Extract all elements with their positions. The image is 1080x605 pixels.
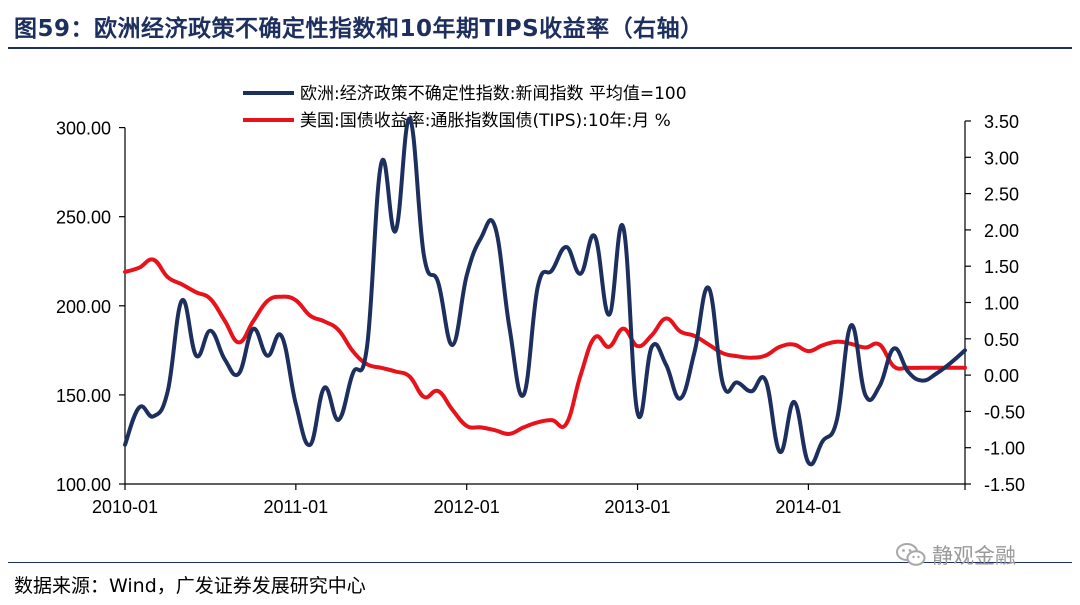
x-tick-label: 2013-01: [605, 497, 671, 517]
legend-label-us-tips-yield: 美国:国债收益率:通胀指数国债(TIPS):10年:月 %: [300, 111, 671, 131]
chart-legend: 欧洲:经济政策不确定性指数:新闻指数 平均值=100 美国:国债收益率:通胀指数…: [243, 84, 687, 131]
source-note: 数据来源：Wind，广发证券发展研究中心: [14, 575, 366, 597]
right-y-tick-label: 1.00: [984, 294, 1019, 314]
x-tick-label: 2014-01: [775, 497, 841, 517]
left-y-tick-label: 250.00: [56, 208, 111, 228]
dual-axis-line-chart: 欧洲:经济政策不确定性指数:新闻指数 平均值=100 美国:国债收益率:通胀指数…: [56, 84, 1025, 517]
left-y-tick-label: 150.00: [56, 386, 111, 406]
series-line-us-tips-yield: [123, 257, 967, 436]
x-tick-label: 2012-01: [434, 497, 500, 517]
legend-label-euro-policy-uncertainty: 欧洲:经济政策不确定性指数:新闻指数 平均值=100: [300, 84, 687, 104]
right-y-tick-label: -0.50: [984, 402, 1025, 422]
x-tick-label: 2010-01: [92, 497, 158, 517]
series-line-euro-policy-uncertainty: [123, 116, 967, 467]
source-rule: [8, 562, 1072, 563]
chart-axes: 100.00 150.00 200.00 250.00 300.00 -1.50 -1.00…: [56, 112, 1025, 517]
right-y-tick-label: -1.50: [984, 475, 1025, 495]
figure-title: 图59：欧洲经济政策不确定性指数和10年期TIPS收益率（右轴）: [14, 16, 704, 42]
figure-header: 图59：欧洲经济政策不确定性指数和10年期TIPS收益率（右轴）: [0, 0, 1080, 50]
right-y-tick-label: 2.50: [984, 185, 1019, 205]
left-y-tick-label: 300.00: [56, 119, 111, 139]
right-y-tick-label: 3.00: [984, 148, 1019, 168]
left-y-tick-label: 200.00: [56, 297, 111, 317]
x-tick-label: 2011-01: [263, 497, 328, 517]
wechat-icon: [896, 543, 926, 566]
right-y-tick-label: 0.00: [984, 366, 1019, 386]
title-rule: [8, 47, 1072, 49]
right-y-tick-label: 1.50: [984, 257, 1019, 277]
right-y-tick-label: 0.50: [984, 330, 1019, 350]
right-y-tick-label: 2.00: [984, 221, 1019, 241]
right-y-tick-label: 3.50: [984, 112, 1019, 132]
right-y-tick-label: -1.00: [984, 439, 1025, 459]
watermark-text: 静观金融: [932, 544, 1016, 568]
left-y-tick-label: 100.00: [56, 475, 111, 495]
watermark: 静观金融: [896, 538, 1016, 572]
chart-series: [123, 116, 967, 467]
